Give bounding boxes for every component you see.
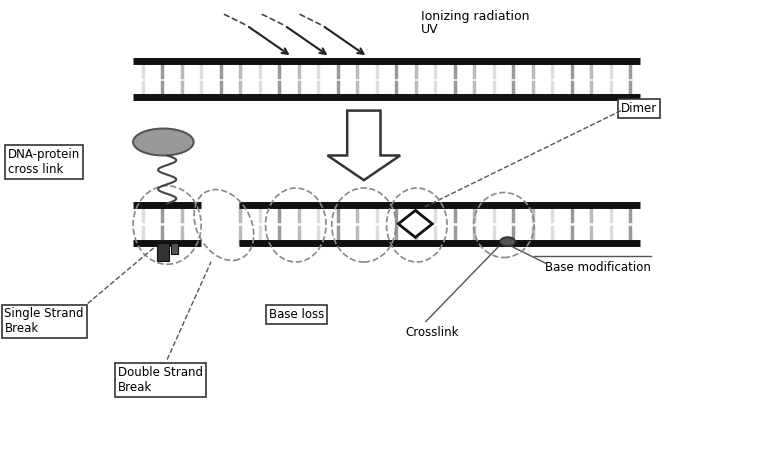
Text: Base loss: Base loss — [269, 308, 324, 321]
Text: Ionizing radiation: Ionizing radiation — [421, 10, 529, 23]
Text: DNA-protein
cross link: DNA-protein cross link — [8, 148, 80, 176]
Bar — [171, 243, 178, 254]
Text: Double Strand
Break: Double Strand Break — [118, 366, 203, 394]
Text: Crosslink: Crosslink — [406, 326, 459, 339]
Ellipse shape — [500, 237, 515, 246]
Text: Single Strand
Break: Single Strand Break — [5, 307, 84, 335]
Polygon shape — [398, 211, 432, 237]
Text: Dimer: Dimer — [621, 102, 657, 115]
Text: UV: UV — [421, 23, 438, 36]
Bar — [158, 243, 170, 261]
Polygon shape — [327, 111, 400, 180]
Text: Base modification: Base modification — [546, 261, 651, 274]
Ellipse shape — [133, 129, 193, 155]
